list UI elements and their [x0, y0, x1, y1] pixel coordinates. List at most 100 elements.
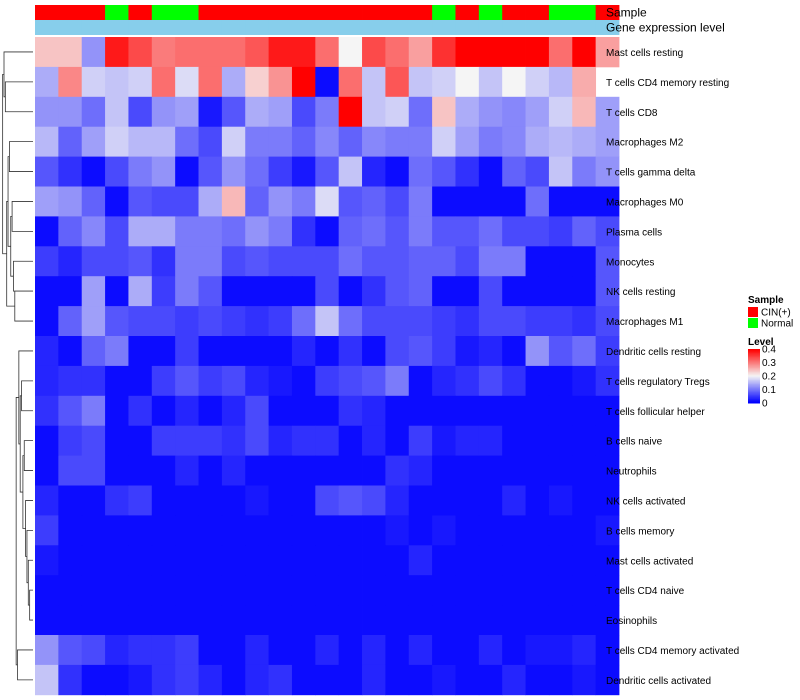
- heatmap-cell: [175, 365, 199, 397]
- heatmap-cell: [525, 485, 550, 516]
- heatmap-cell: [268, 455, 293, 486]
- heatmap-cell: [291, 186, 316, 217]
- heatmap-cell: [221, 186, 246, 217]
- heatmap-cell: [362, 246, 386, 277]
- sample-annotation-cell: [338, 5, 363, 20]
- heatmap-cell: [128, 605, 153, 636]
- level-gradient-step: [748, 386, 760, 389]
- heatmap-cell: [105, 515, 129, 546]
- heatmap-cell: [572, 455, 597, 486]
- level-tick-label: 0.4: [762, 345, 776, 356]
- expression-annotation-label: Gene expression level: [606, 21, 725, 35]
- heatmap-cell: [151, 216, 176, 247]
- heatmap-cell: [151, 515, 176, 546]
- heatmap-cell: [105, 276, 129, 307]
- heatmap-cell: [58, 395, 83, 427]
- heatmap-cell: [198, 485, 223, 516]
- heatmap-cell: [221, 96, 246, 128]
- row-label: B cells memory: [606, 526, 674, 537]
- heatmap-cell: [338, 66, 363, 98]
- heatmap-cell: [548, 635, 573, 666]
- sample-annotation-cell: [502, 5, 526, 20]
- heatmap-cell: [128, 126, 153, 157]
- sample-annotation-cell: [128, 5, 153, 20]
- heatmap-cell: [221, 664, 246, 696]
- heatmap-cell: [548, 156, 573, 187]
- heatmap-cell: [198, 455, 223, 486]
- heatmap-cell: [291, 455, 316, 486]
- heatmap-cell: [478, 365, 503, 397]
- level-gradient-step: [748, 350, 760, 353]
- heatmap-cell: [245, 515, 269, 546]
- heatmap-cell: [198, 575, 223, 606]
- heatmap-cell: [58, 605, 83, 636]
- sample-annotation-cell: [245, 5, 269, 20]
- row-label: Neutrophils: [606, 467, 657, 478]
- heatmap-cell: [525, 336, 550, 367]
- level-gradient-step: [748, 392, 760, 395]
- heatmap-cell: [478, 336, 503, 367]
- sample-annotation-cell: [455, 5, 480, 20]
- heatmap-cell: [221, 216, 246, 247]
- heatmap-cell: [432, 425, 456, 456]
- sample-annotation-cell: [432, 5, 456, 20]
- heatmap-cell: [338, 276, 363, 307]
- level-gradient-step: [748, 378, 760, 381]
- heatmap-cell: [128, 246, 153, 277]
- heatmap-cell: [362, 216, 386, 247]
- heatmap-cell: [548, 425, 573, 456]
- heatmap-cell: [432, 96, 456, 128]
- heatmap-cell: [502, 455, 526, 486]
- heatmap-cell: [245, 485, 269, 516]
- heatmap-cell: [221, 246, 246, 277]
- expression-annotation-cell: [151, 20, 176, 35]
- heatmap-cell: [408, 365, 433, 397]
- heatmap-cell: [35, 186, 59, 217]
- heatmap-cell: [502, 395, 526, 427]
- level-tick-label: 0.2: [762, 372, 776, 383]
- sample-annotation-cell: [268, 5, 293, 20]
- heatmap-cell: [338, 575, 363, 606]
- expression-annotation-cell: [502, 20, 526, 35]
- heatmap-cell: [338, 425, 363, 456]
- heatmap-cell: [81, 156, 106, 187]
- heatmap-cell: [35, 575, 59, 606]
- heatmap-cell: [455, 575, 480, 606]
- heatmap-cell: [315, 635, 340, 666]
- level-gradient-step: [748, 359, 760, 362]
- heatmap-cell: [595, 126, 620, 157]
- heatmap-cell: [268, 186, 293, 217]
- heatmap-cell: [455, 37, 480, 68]
- heatmap-cell: [595, 485, 620, 516]
- level-gradient-step: [748, 351, 760, 354]
- heatmap-cell: [58, 216, 83, 247]
- expression-annotation-cell: [35, 20, 59, 35]
- sample-annotation-cell: [478, 5, 503, 20]
- heatmap-cell: [291, 545, 316, 576]
- heatmap-cell: [548, 246, 573, 277]
- heatmap-cell: [548, 306, 573, 337]
- dendrogram-branch: [3, 51, 33, 98]
- heatmap-cell: [408, 575, 433, 606]
- heatmap-cell: [548, 96, 573, 128]
- level-gradient-step: [748, 374, 760, 377]
- heatmap-cell: [151, 186, 176, 217]
- heatmap-cell: [455, 156, 480, 187]
- heatmap-cell: [175, 246, 199, 277]
- heatmap-cell: [175, 96, 199, 128]
- heatmap-cell: [338, 635, 363, 666]
- heatmap-cell: [81, 276, 106, 307]
- heatmap-cell: [408, 126, 433, 157]
- heatmap-cell: [548, 276, 573, 307]
- heatmap-cell: [455, 395, 480, 427]
- heatmap-cell: [81, 485, 106, 516]
- heatmap-cell: [432, 37, 456, 68]
- heatmap-cell: [175, 664, 199, 696]
- heatmap-cell: [432, 605, 456, 636]
- heatmap-cell: [268, 365, 293, 397]
- heatmap-cell: [572, 276, 597, 307]
- heatmap-cell: [175, 156, 199, 187]
- heatmap-cell: [105, 126, 129, 157]
- heatmap-cell: [245, 605, 269, 636]
